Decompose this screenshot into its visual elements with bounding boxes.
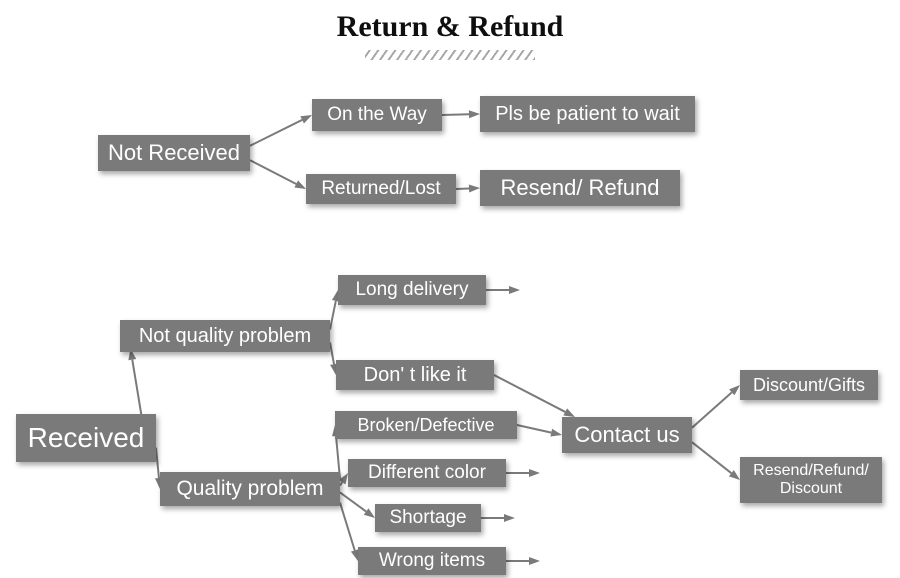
edge-line [456,188,469,189]
page-title: Return & Refund [0,10,900,44]
edge-line [442,114,469,115]
node-not_received: Not Received [98,135,250,171]
edge-line [517,425,551,433]
node-long_delivery: Long delivery [338,275,486,305]
edge-line [250,160,296,184]
edge-line [494,375,565,412]
node-contact_us: Contact us [562,417,692,453]
edge-arrow [339,473,348,484]
edge-line [340,492,366,511]
edge-arrow [550,429,562,437]
node-dont_like: Don' t like it [336,360,494,390]
hatched-divider [365,50,535,60]
edge-arrow [529,469,540,477]
edge-arrow [294,180,306,189]
node-resend_refund_disc: Resend/Refund/ Discount [740,457,882,503]
edge-line [330,301,336,330]
edge-line [330,342,334,364]
edge-arrow [729,385,740,395]
node-wrong_items: Wrong items [358,547,506,575]
edge-line [250,120,302,146]
edge-arrow [300,115,312,123]
node-on_the_way: On the Way [312,99,442,131]
node-shortage: Shortage [375,504,481,532]
edge-arrow [364,508,375,518]
edge-arrow [469,184,480,192]
edge-arrow [509,286,520,294]
edge-arrow [504,514,515,522]
edge-arrow [729,470,740,480]
node-diff_color: Different color [348,459,506,487]
edge-line [692,392,732,427]
node-broken: Broken/Defective [335,411,517,439]
node-quality: Quality problem [160,472,340,506]
node-resend_refund: Resend/ Refund [480,170,680,206]
edge-arrow [469,110,480,118]
node-returned_lost: Returned/Lost [306,174,456,204]
node-patient: Pls be patient to wait [480,96,695,132]
edge-arrow [563,408,575,417]
node-not_quality: Not quality problem [120,320,330,352]
node-discount_gifts: Discount/Gifts [740,370,878,400]
node-received: Received [16,414,156,462]
edge-line [692,442,731,473]
edge-arrow [529,557,540,565]
edge-line [156,448,159,478]
edge-line [340,503,355,551]
edge-line [340,482,342,485]
edge-line [132,360,142,419]
